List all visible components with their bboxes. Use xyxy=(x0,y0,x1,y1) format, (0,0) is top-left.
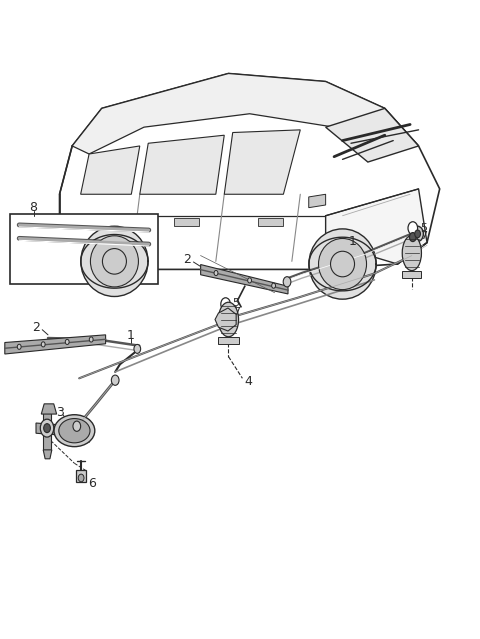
Text: 4: 4 xyxy=(245,375,252,388)
Circle shape xyxy=(65,339,69,344)
Ellipse shape xyxy=(102,249,126,274)
Bar xyxy=(402,271,421,279)
Circle shape xyxy=(272,283,276,288)
Ellipse shape xyxy=(331,251,355,277)
Polygon shape xyxy=(60,73,440,270)
Circle shape xyxy=(222,309,229,318)
Text: 8: 8 xyxy=(30,201,37,214)
Circle shape xyxy=(111,375,119,385)
Bar xyxy=(76,470,86,482)
Circle shape xyxy=(283,277,291,287)
Polygon shape xyxy=(47,261,156,270)
Circle shape xyxy=(41,342,45,347)
Text: 3: 3 xyxy=(57,406,64,419)
Circle shape xyxy=(17,344,21,350)
Text: 6: 6 xyxy=(88,477,96,489)
Ellipse shape xyxy=(218,302,239,337)
Circle shape xyxy=(222,315,231,327)
Circle shape xyxy=(409,233,416,242)
Polygon shape xyxy=(201,265,288,294)
Polygon shape xyxy=(140,135,224,194)
Text: 2: 2 xyxy=(32,321,40,334)
Polygon shape xyxy=(36,423,70,436)
Polygon shape xyxy=(215,308,236,331)
Text: 2: 2 xyxy=(183,253,191,266)
Polygon shape xyxy=(5,335,106,354)
Text: 7: 7 xyxy=(420,231,427,242)
Ellipse shape xyxy=(54,415,95,447)
Text: 5: 5 xyxy=(420,223,427,233)
Polygon shape xyxy=(43,409,51,450)
Polygon shape xyxy=(174,219,199,226)
Ellipse shape xyxy=(90,236,138,287)
Polygon shape xyxy=(325,189,427,264)
Circle shape xyxy=(73,421,81,431)
Ellipse shape xyxy=(59,419,90,443)
Polygon shape xyxy=(325,109,419,162)
Polygon shape xyxy=(224,130,300,194)
Polygon shape xyxy=(72,73,419,154)
Ellipse shape xyxy=(402,236,421,271)
Bar xyxy=(10,214,158,284)
Polygon shape xyxy=(41,404,57,414)
Circle shape xyxy=(134,344,141,353)
Polygon shape xyxy=(258,219,283,226)
Circle shape xyxy=(415,230,420,238)
Text: 1: 1 xyxy=(349,235,357,248)
Bar xyxy=(218,337,239,344)
Text: 1: 1 xyxy=(127,329,134,342)
Ellipse shape xyxy=(81,226,148,296)
Text: 5: 5 xyxy=(233,298,240,308)
Ellipse shape xyxy=(319,238,367,289)
Circle shape xyxy=(408,222,418,235)
Circle shape xyxy=(44,424,50,433)
Circle shape xyxy=(412,226,423,242)
Circle shape xyxy=(221,298,230,311)
Circle shape xyxy=(89,337,93,342)
Circle shape xyxy=(40,419,54,437)
Polygon shape xyxy=(66,425,79,436)
Circle shape xyxy=(214,270,218,275)
Polygon shape xyxy=(81,146,140,194)
Polygon shape xyxy=(309,194,325,208)
Ellipse shape xyxy=(309,229,376,299)
Text: 7: 7 xyxy=(233,307,240,317)
Circle shape xyxy=(248,278,252,283)
Circle shape xyxy=(78,474,84,482)
Polygon shape xyxy=(43,450,52,459)
